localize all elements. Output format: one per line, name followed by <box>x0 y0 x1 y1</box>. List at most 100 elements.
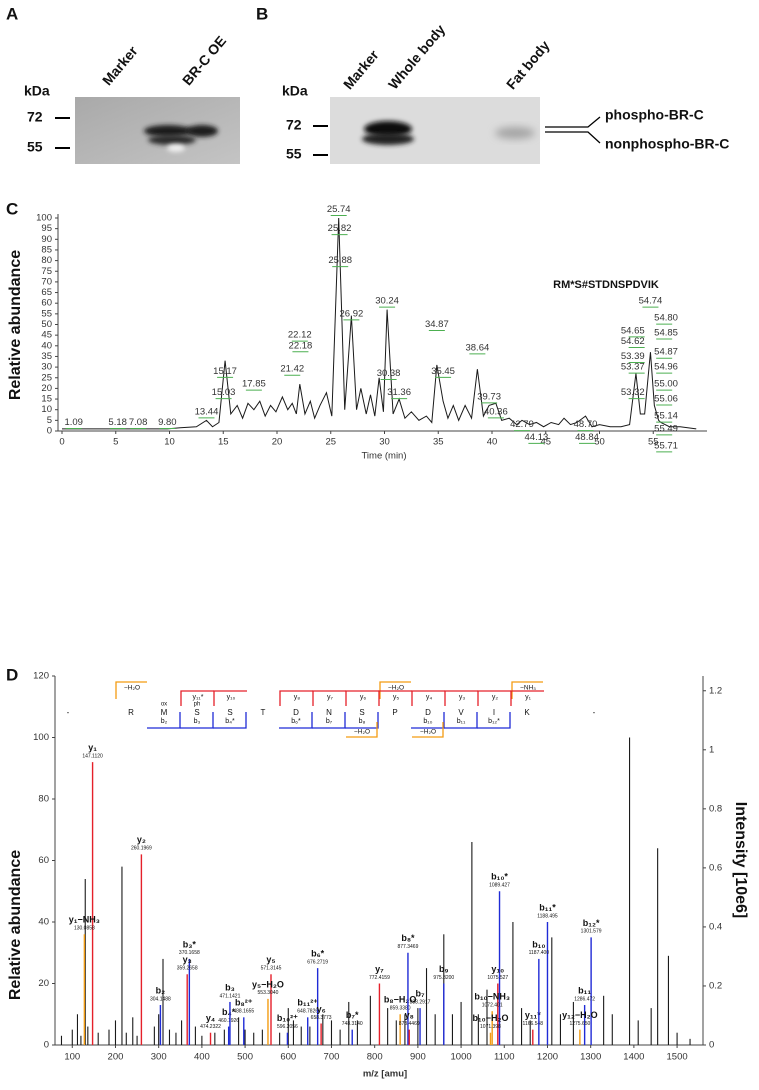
y-tick-label: 50 <box>41 319 52 330</box>
b-bracket <box>345 712 379 729</box>
residue: I <box>493 708 495 717</box>
y-bracket <box>345 690 379 706</box>
peak-label: 15.03 <box>212 387 236 398</box>
y-loss-label: −H₂O <box>388 685 404 692</box>
blot-bands <box>362 121 535 145</box>
ion-mz-label: 571.3145 <box>261 966 282 972</box>
peak-label: 54.74 <box>639 296 663 307</box>
peak-label: 44.13 <box>525 432 549 443</box>
x-tick-label: 55 <box>648 437 659 448</box>
b-ion-label: b₈ <box>359 718 366 725</box>
x-tick-label: 200 <box>108 1052 124 1063</box>
y-tick-label: 100 <box>33 732 49 743</box>
peak-label: 30.38 <box>377 368 401 379</box>
marker-label: 55 <box>27 139 43 155</box>
x-tick-label: 45 <box>540 437 551 448</box>
peak-label: 55.06 <box>654 394 678 405</box>
y-tick-label: 95 <box>41 223 52 234</box>
residue: P <box>392 708 397 717</box>
loss-bracket <box>412 722 444 738</box>
y-tick-label: 0 <box>47 426 52 437</box>
y-bracket <box>477 690 511 706</box>
y-tick-label: 85 <box>41 244 52 255</box>
peak-label: 25.88 <box>328 255 352 266</box>
panel-letter: B <box>256 4 268 23</box>
x-tick-label: 600 <box>280 1052 296 1063</box>
ion-mz-label: 1301.579 <box>581 929 602 935</box>
peak-label: 39.73 <box>477 391 501 402</box>
peak-label: 22.12 <box>288 330 312 341</box>
ion-label: y₄ <box>206 1013 215 1023</box>
x-tick-label: 1300 <box>580 1052 601 1063</box>
ion-mz-label: 1188.495 <box>537 913 558 919</box>
ion-mz-label: 596.2056 <box>277 1024 298 1030</box>
y-tick-label: 60 <box>41 298 52 309</box>
band-label: phospho-BR-C <box>605 107 704 123</box>
peak-label: 21.42 <box>280 364 304 375</box>
y-tick-label: 70 <box>41 276 52 287</box>
y-ion-label: y₅ <box>393 694 400 701</box>
residue: - <box>593 708 596 717</box>
ion-mz-label: 370.1658 <box>179 950 200 956</box>
y-ion-label: y₁₀ <box>227 694 236 701</box>
ion-mz-label: 359.2658 <box>177 966 198 972</box>
residue: V <box>458 708 464 717</box>
ion-label: y₅−H₂O <box>252 979 284 989</box>
x-tick-label: 100 <box>64 1052 80 1063</box>
loss-bracket <box>115 681 147 699</box>
ion-mz-label: 304.1488 <box>150 996 171 1002</box>
y-tick-label: 100 <box>36 213 52 224</box>
peak-label: 34.87 <box>425 319 449 330</box>
b-ion-label: b₁₂* <box>488 718 500 725</box>
peak-label: 53.39 <box>621 351 645 362</box>
lane-label: Fat body <box>503 37 553 92</box>
lane-label: Whole body <box>385 21 448 92</box>
x-tick-label: 300 <box>151 1052 167 1063</box>
peak-label: 40.36 <box>484 406 508 417</box>
ion-mz-label: 471.1421 <box>220 993 241 999</box>
b-ion-label: b₆* <box>291 718 301 725</box>
b-ion-label: b₄* <box>225 718 235 725</box>
modification: ph <box>194 702 201 708</box>
y-loss-label: −NH₃ <box>520 685 536 692</box>
ion-mz-label: 648.7826 <box>297 1009 318 1015</box>
peak-label: 17.85 <box>242 379 266 390</box>
peak-label: 15.17 <box>213 366 237 377</box>
ion-label: y₃ <box>183 955 192 965</box>
ion-label: b₂ <box>156 985 166 995</box>
peak-label: 48.84 <box>575 432 599 443</box>
x-tick-label: 1400 <box>623 1052 644 1063</box>
ion-label: b₈²⁺ <box>235 998 253 1008</box>
b-ion-label: b₁₁ <box>457 718 466 725</box>
y-loss-label: −H₂O <box>124 685 140 692</box>
x-tick-label: 500 <box>237 1052 253 1063</box>
ion-label: b₁₁ <box>578 985 591 995</box>
marker-label: 55 <box>286 146 302 162</box>
y-tick-label: 55 <box>41 308 52 319</box>
ion-mz-label: 260.1969 <box>131 846 152 852</box>
peak-label: 9.80 <box>158 417 177 428</box>
b-ion-label: b₃ <box>194 718 201 725</box>
peak-label: 42.79 <box>510 419 534 430</box>
ion-label: b₃* <box>183 939 197 949</box>
band-pointer <box>545 116 601 128</box>
y-tick-label: 120 <box>33 671 49 682</box>
ion-mz-label: 1075.527 <box>487 975 508 981</box>
ion-mz-label: 130.0858 <box>74 926 95 932</box>
panel-letter: A <box>6 4 18 23</box>
peak-label: 53.32 <box>621 387 645 398</box>
y2-tick-label: 1.2 <box>709 685 722 696</box>
x-axis-label: m/z [amu] <box>363 1069 407 1080</box>
peak-label: 5.18 <box>108 417 127 428</box>
peak-label: 13.44 <box>195 406 219 417</box>
ion-label: b₁₁* <box>539 902 556 912</box>
peak-label: 35.45 <box>431 366 455 377</box>
ion-mz-label: 460.1926 <box>218 1018 239 1024</box>
panel-letter: D <box>6 665 18 684</box>
residue: - <box>67 708 70 717</box>
peak-label: 25.74 <box>327 204 351 215</box>
y-bracket <box>510 690 544 706</box>
ion-label: y₁₂−H₂O <box>562 1010 597 1020</box>
